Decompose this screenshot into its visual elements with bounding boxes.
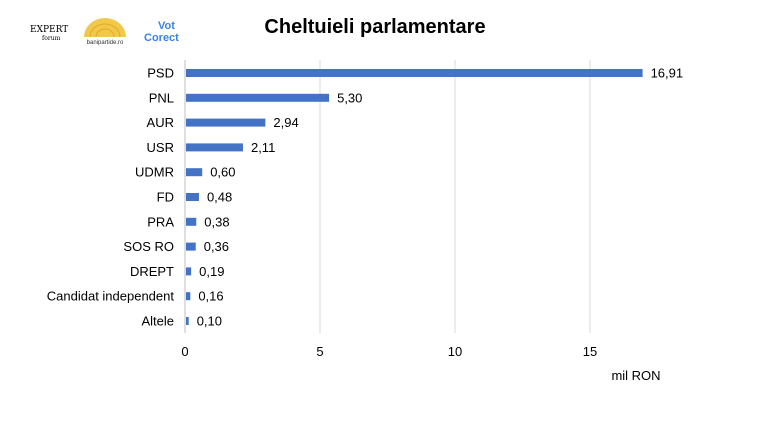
svg-text:forum: forum: [42, 35, 61, 42]
data-label: 2,11: [251, 140, 275, 155]
banipartide-logo: banipartide.ro: [84, 18, 126, 45]
data-label: 0,36: [204, 239, 229, 254]
bar-sos-ro: [186, 242, 196, 251]
bar-altele: [186, 317, 189, 325]
bar-aur: [186, 118, 266, 127]
x-tick-label: 5: [316, 344, 323, 359]
chart-title: Cheltuieli parlamentare: [264, 16, 486, 38]
x-tick-label: 10: [448, 344, 462, 359]
data-label: 0,10: [197, 314, 222, 329]
category-label: PNL: [149, 90, 174, 105]
data-label: 5,30: [337, 90, 362, 105]
category-label: FD: [157, 190, 174, 205]
bar-udmr: [186, 168, 203, 177]
bar-candidat-independent: [186, 292, 191, 301]
category-label: PRA: [147, 214, 174, 229]
category-label: UDMR: [135, 165, 174, 180]
bar-pra: [186, 217, 197, 226]
data-label: 16,91: [651, 66, 684, 81]
bar-usr: [186, 143, 243, 152]
svg-text:Corect: Corect: [144, 32, 179, 44]
bar-drept: [186, 267, 192, 276]
svg-text:banipartide.ro: banipartide.ro: [87, 40, 124, 45]
data-label: 0,16: [198, 289, 223, 304]
svg-text:Vot: Vot: [158, 20, 175, 32]
data-label: 0,38: [204, 214, 229, 229]
bar-psd: [186, 69, 643, 77]
bar-fd: [186, 193, 199, 201]
svg-text:EXPERT: EXPERT: [30, 25, 68, 35]
category-label: DREPT: [130, 264, 174, 279]
category-label: Altele: [141, 314, 174, 329]
vot-corect-logo: Vot Corect: [144, 20, 179, 44]
x-tick-label: 0: [181, 344, 188, 359]
category-label: SOS RO: [123, 239, 174, 254]
x-tick-label: 15: [583, 344, 597, 359]
data-label: 0,19: [199, 264, 224, 279]
bar-pnl: [186, 93, 330, 102]
data-label: 2,94: [273, 115, 298, 130]
data-label: 0,48: [207, 190, 232, 205]
x-axis-label: mil RON: [611, 368, 660, 383]
expert-forum-logo: EXPERT forum: [30, 25, 68, 42]
category-label: Candidat independent: [47, 289, 175, 304]
data-label: 0,60: [210, 165, 235, 180]
category-label: USR: [147, 140, 174, 155]
category-label: PSD: [147, 66, 174, 81]
category-label: AUR: [147, 115, 174, 130]
logos: EXPERT forum banipartide.ro Vot Corect: [28, 15, 188, 45]
